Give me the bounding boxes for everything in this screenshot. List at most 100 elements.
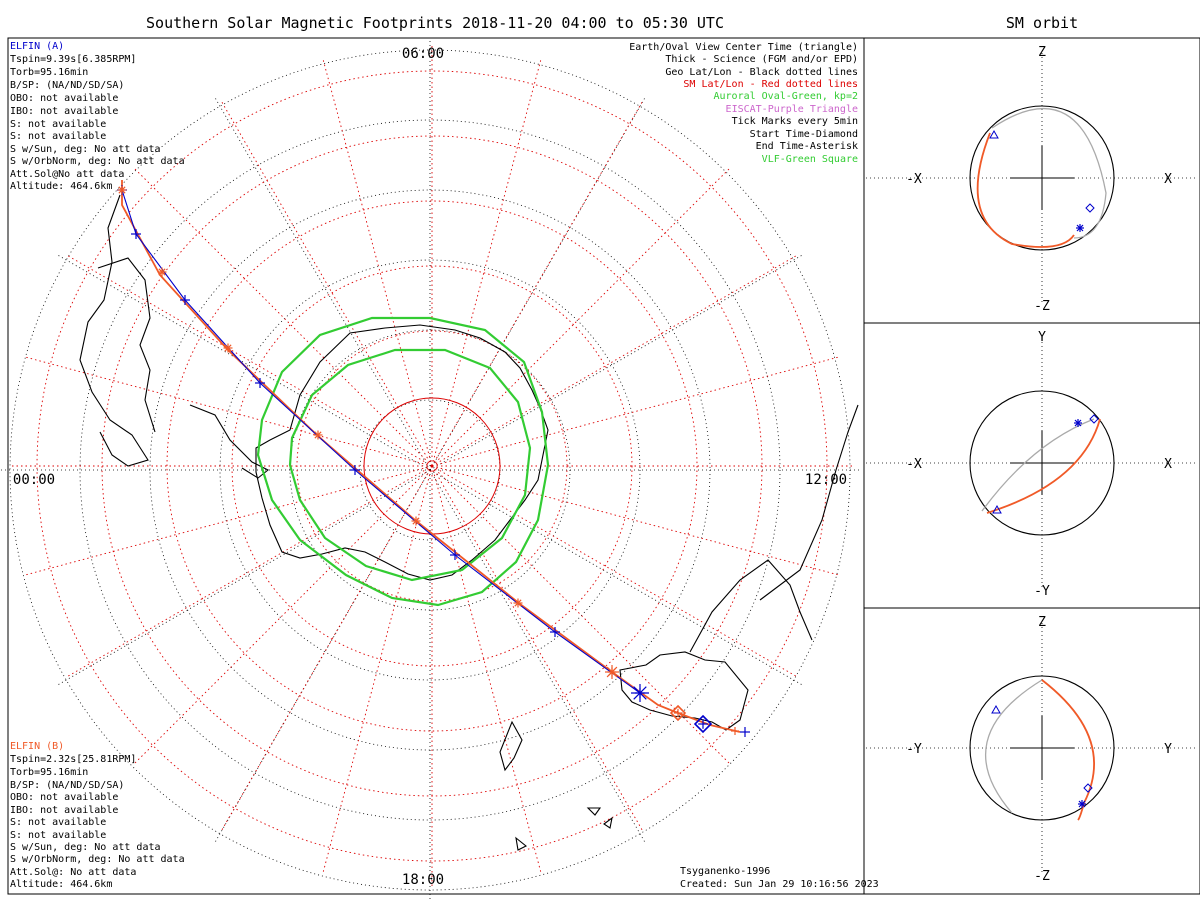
sm-longitude-line bbox=[431, 255, 796, 467]
auroral-oval-outer bbox=[256, 316, 550, 607]
elfin-b-line: S w/Sun, deg: No att data bbox=[10, 842, 161, 853]
orbit-path-gray bbox=[981, 418, 1095, 512]
elfin-a-line: Torb=95.16min bbox=[10, 67, 88, 78]
legend-line: Auroral Oval-Green, kp=2 bbox=[714, 91, 859, 102]
elfin-b-line: B/SP: (NA/ND/SD/SA) bbox=[10, 780, 124, 791]
island-outline bbox=[586, 807, 602, 816]
elfin-a-line: Tspin=9.39s[6.385RPM] bbox=[10, 54, 136, 65]
antarctic-peninsula-outline bbox=[189, 404, 270, 479]
elfin-b-line: IBO: not available bbox=[10, 805, 118, 816]
elfin-a-end-asterisk bbox=[633, 686, 647, 700]
geo-longitude-line bbox=[214, 97, 431, 471]
legend-line: Start Time-Diamond bbox=[750, 129, 858, 140]
orbit-path-elfin-b bbox=[1041, 679, 1095, 821]
orbit-axis-label-left: -X bbox=[906, 172, 922, 187]
orbit-path-gray bbox=[985, 679, 1043, 814]
elfin-b-tick-mark bbox=[514, 599, 522, 607]
created-label: Created: Sun Jan 29 10:16:56 2023 bbox=[680, 879, 879, 890]
legend-line: EISCAT-Purple Triangle bbox=[726, 104, 858, 115]
elfin-a-line: S w/Sun, deg: No att data bbox=[10, 144, 161, 155]
legend-line: SM Lat/Lon - Red dotted lines bbox=[683, 79, 858, 90]
main-title: Southern Solar Magnetic Footprints 2018-… bbox=[146, 14, 724, 32]
orbit-start-diamond bbox=[1085, 203, 1095, 213]
legend-line: End Time-Asterisk bbox=[756, 141, 858, 152]
orbit-end-asterisk bbox=[1078, 800, 1086, 808]
orbit-path-gray bbox=[991, 107, 1107, 239]
orbit-axis-label-top: Z bbox=[1038, 615, 1046, 630]
earth-circle bbox=[969, 390, 1115, 536]
elfin-a-info: ELFIN (A) Tspin=9.39s[6.385RPM] Torb=95.… bbox=[10, 41, 185, 192]
clock-label-12: 12:00 bbox=[805, 472, 847, 488]
elfin-b-info: ELFIN (B) Tspin=2.32s[25.81RPM] Torb=95.… bbox=[10, 741, 185, 890]
australia-outline-north bbox=[689, 559, 813, 653]
geo-grid bbox=[0, 40, 860, 900]
sm-latitude-circle bbox=[166, 200, 698, 732]
elfin-a-line: S w/OrbNorm, deg: No att data bbox=[10, 156, 185, 167]
australia-outline bbox=[619, 651, 749, 731]
elfin-a-line: S: not available bbox=[10, 119, 106, 130]
elfin-b-line: Altitude: 464.6km bbox=[10, 879, 112, 890]
new-zealand-outline bbox=[499, 720, 523, 772]
south-america-outline-2 bbox=[97, 257, 156, 433]
orbit-axis-label-left: -Y bbox=[906, 742, 922, 757]
legend-line: Geo Lat/Lon - Black dotted lines bbox=[665, 67, 858, 78]
sm-longitude-line bbox=[431, 168, 730, 467]
sm-longitude-line bbox=[68, 465, 433, 677]
auroral-oval-inner bbox=[288, 348, 532, 582]
orbit-axis-label-right: Y bbox=[1164, 742, 1172, 757]
elfin-b-tick-mark bbox=[412, 517, 420, 525]
elfin-b-end-asterisk bbox=[606, 666, 618, 678]
sm-latitude-circle bbox=[36, 70, 828, 862]
legend-line: Earth/Oval View Center Time (triangle) bbox=[629, 42, 858, 53]
island-outline bbox=[603, 816, 613, 829]
legend-line: VLF-Green Square bbox=[762, 154, 858, 165]
elfin-b-tick-mark bbox=[158, 268, 166, 276]
geo-longitude-line bbox=[429, 254, 803, 471]
elfin-a-line: OBO: not available bbox=[10, 93, 118, 104]
elfin-a-line: Att.Sol@No att data bbox=[10, 169, 124, 180]
elfin-b-line: Att.Sol@: No att data bbox=[10, 867, 136, 878]
orbit-axis-label-right: X bbox=[1164, 172, 1172, 187]
orbit-start-diamond bbox=[1083, 783, 1093, 793]
clock-label-18: 18:00 bbox=[402, 872, 444, 888]
elfin-a-line: B/SP: (NA/ND/SD/SA) bbox=[10, 80, 124, 91]
orbit-view-center-triangle bbox=[991, 704, 1001, 714]
orbit-start-diamond bbox=[1089, 414, 1099, 424]
earth-circle bbox=[969, 105, 1115, 251]
legend-line: Tick Marks every 5min bbox=[732, 116, 858, 127]
elfin-b-start-diamond bbox=[669, 704, 687, 722]
elfin-b-tick-mark bbox=[314, 431, 322, 439]
sm-longitude-line bbox=[134, 465, 433, 764]
sm-grid bbox=[12, 46, 852, 886]
geo-longitude-line bbox=[429, 469, 646, 843]
sm-longitude-line bbox=[431, 465, 542, 872]
elfin-a-line: Altitude: 464.6km bbox=[10, 181, 112, 192]
africa-outline bbox=[759, 404, 859, 601]
orbit-panel-yz: Z -Z -Y Y bbox=[866, 615, 1198, 884]
sm-latitude-circle bbox=[231, 265, 633, 667]
sm-longitude-line bbox=[322, 60, 433, 467]
sm-longitude-line bbox=[431, 102, 643, 467]
island-outline bbox=[515, 836, 528, 851]
orbit-panels-frame bbox=[863, 37, 1200, 895]
clock-label-00: 00:00 bbox=[13, 472, 55, 488]
elfin-a-track bbox=[121, 189, 641, 694]
auroral-oval bbox=[256, 316, 550, 607]
sm-longitude-line bbox=[322, 465, 433, 872]
antarctica-outline bbox=[255, 324, 549, 581]
orbit-view-center-triangle bbox=[989, 129, 999, 139]
model-label: Tsyganenko-1996 bbox=[680, 866, 770, 877]
elfin-a-start-diamond bbox=[693, 714, 713, 734]
south-america-outline bbox=[79, 194, 149, 467]
elfin-a-line: IBO: not available bbox=[10, 106, 118, 117]
sm-longitude-line bbox=[431, 356, 838, 467]
clock-label-06: 06:00 bbox=[402, 46, 444, 62]
elfin-b-tick-mark bbox=[224, 344, 232, 352]
orbit-axis-label-top: Z bbox=[1038, 45, 1046, 60]
earth-circle bbox=[969, 675, 1115, 821]
elfin-b-line: Tspin=2.32s[25.81RPM] bbox=[10, 754, 136, 765]
legend-line: Thick - Science (FGM and/or EPD) bbox=[665, 54, 858, 65]
continent-outlines bbox=[79, 194, 859, 851]
sm-longitude-line bbox=[431, 465, 838, 576]
